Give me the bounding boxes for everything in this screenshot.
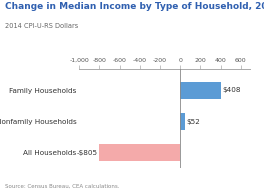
Text: -$805: -$805 [77, 150, 98, 155]
Text: $52: $52 [187, 119, 200, 125]
Text: Source: Census Bureau, CEA calculations.: Source: Census Bureau, CEA calculations. [5, 184, 120, 189]
Text: 2014 CPI-U-RS Dollars: 2014 CPI-U-RS Dollars [5, 23, 78, 29]
Text: $408: $408 [223, 87, 241, 93]
Bar [99, 144, 180, 161]
Bar [180, 113, 185, 129]
Text: Change in Median Income by Type of Household, 2014: Change in Median Income by Type of House… [5, 2, 264, 11]
Bar [180, 83, 221, 99]
